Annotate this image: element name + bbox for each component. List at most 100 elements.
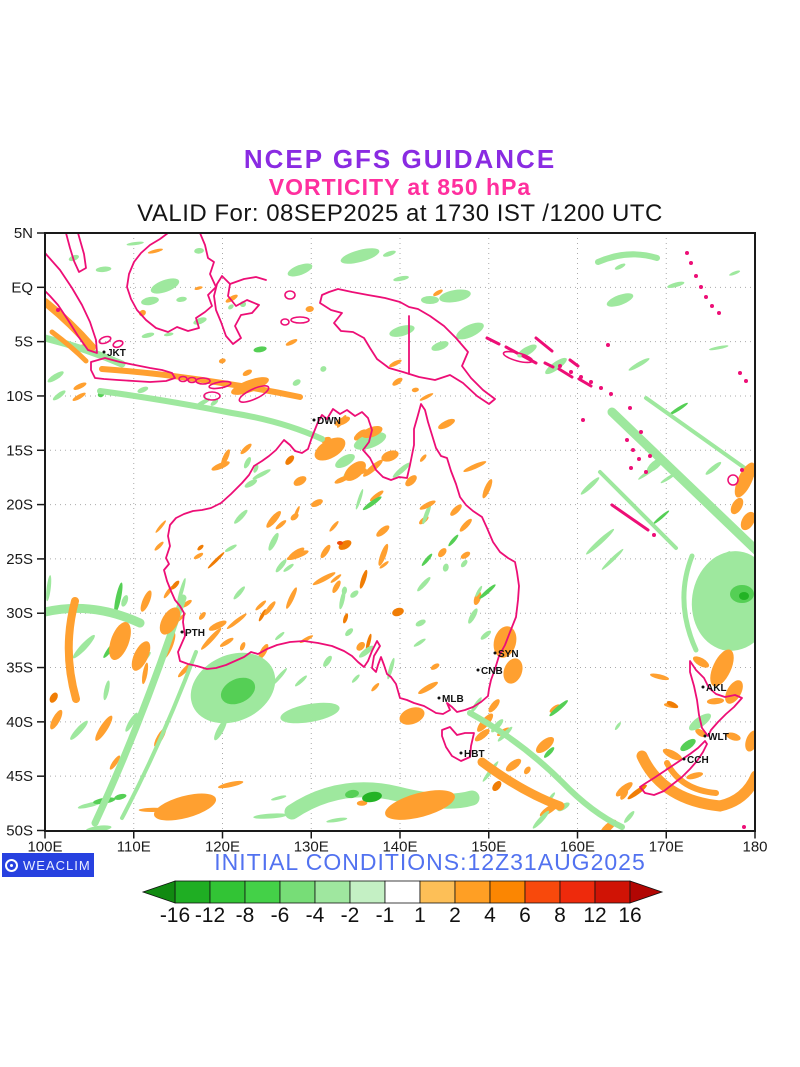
vorticity-blob: [255, 600, 267, 611]
colorbar-label: 16: [618, 904, 641, 927]
island-dot: [558, 364, 562, 368]
city-label: PTH: [185, 628, 205, 639]
colorbar-label: 8: [554, 904, 566, 927]
vorticity-blob: [691, 551, 755, 651]
lat-label: 25S: [6, 551, 33, 568]
vorticity-blob: [126, 241, 144, 246]
colorbar-label: -8: [236, 904, 255, 927]
colorbar-cell: [244, 880, 281, 904]
vorticity-streak: [49, 329, 89, 364]
vorticity-blob: [334, 416, 351, 426]
vorticity-blob: [387, 657, 395, 680]
vorticity-blob: [137, 386, 149, 393]
city-label: CCH: [687, 755, 709, 766]
vorticity-blob: [194, 247, 204, 254]
island-outline: [208, 380, 232, 390]
island-dot: [648, 454, 652, 458]
vorticity-blob: [339, 590, 346, 610]
vorticity-blob: [182, 599, 192, 608]
coastline-sulawesi: [213, 275, 260, 345]
colorbar-cell: [594, 880, 631, 904]
lat-label: 45S: [6, 768, 33, 785]
vorticity-blob: [125, 712, 138, 732]
island-dot: [717, 311, 721, 315]
vorticity-blob: [662, 748, 682, 761]
colorbar-cell: [454, 880, 491, 904]
vorticity-blob: [378, 543, 389, 566]
vorticity-blob: [624, 810, 635, 823]
vorticity-streak: [595, 251, 660, 265]
vorticity-blob: [159, 607, 181, 635]
lon-label: 160E: [560, 839, 595, 856]
vorticity-blob: [287, 263, 313, 277]
vorticity-blob: [653, 510, 670, 525]
vorticity-blob: [46, 575, 52, 602]
vorticity-blob: [344, 461, 366, 481]
vorticity-blob: [459, 518, 472, 532]
vorticity-blob: [131, 641, 151, 671]
vorticity-blob: [141, 332, 155, 339]
vorticity-blob: [47, 371, 64, 383]
vorticity-blob: [740, 511, 755, 531]
vorticity-blob: [480, 630, 492, 640]
vorticity-blob: [350, 590, 359, 598]
vorticity-blob: [293, 476, 307, 486]
vorticity-blob: [615, 782, 633, 797]
vorticity-blob: [292, 379, 301, 386]
weaclim-logo: WEACLIM: [2, 853, 94, 877]
vorticity-blob: [709, 345, 729, 351]
vorticity-blob: [535, 736, 555, 754]
lon-label: 140E: [382, 839, 417, 856]
grid-lines: [45, 233, 755, 831]
vorticity-blob: [114, 793, 127, 800]
coastline-borneo: [126, 233, 217, 333]
vorticity-blob: [275, 520, 287, 530]
vorticity-blob: [280, 702, 340, 724]
vorticity-streak: [681, 553, 699, 653]
island-dot: [652, 533, 656, 537]
vorticity-blob: [545, 357, 567, 375]
vorticity-blob: [211, 461, 230, 471]
island-dot: [581, 418, 585, 422]
city-marker: [102, 350, 106, 354]
colorbar-label: 6: [519, 904, 531, 927]
island-outline: [238, 385, 270, 403]
vorticity-blob: [154, 541, 164, 551]
island-dot: [694, 274, 698, 278]
vorticity-streak: [120, 650, 198, 820]
colorbar-right-arrow: [629, 880, 664, 904]
lon-label: 170E: [649, 839, 684, 856]
vorticity-blob: [418, 681, 438, 695]
vorticity-blob: [549, 700, 568, 717]
island-dot: [744, 379, 748, 383]
vorticity-blob: [492, 780, 502, 791]
island-strip: [521, 354, 538, 365]
vorticity-blob: [210, 399, 219, 406]
vorticity-blob: [207, 552, 225, 569]
vorticity-blob: [442, 563, 449, 572]
vorticity-blob: [252, 469, 271, 480]
vorticity-blob: [193, 552, 204, 560]
colorbar-cell: [209, 880, 246, 904]
vorticity-blob: [437, 548, 447, 558]
vorticity-blob: [411, 387, 419, 393]
vorticity-blob: [729, 270, 741, 276]
island-dot: [625, 438, 629, 442]
vorticity-blob: [194, 286, 203, 291]
colorbar-cell: [489, 880, 526, 904]
vorticity-blob: [140, 590, 152, 612]
vorticity-blob: [52, 390, 66, 401]
vorticity-blob: [439, 289, 471, 303]
vorticity-blob: [193, 317, 207, 325]
vorticity-streak: [45, 603, 145, 628]
vorticity-blob: [275, 559, 287, 573]
vorticity-blob: [419, 393, 434, 401]
city-marker: [437, 696, 441, 700]
vorticity-blob: [430, 663, 440, 670]
vorticity-blob: [362, 791, 382, 803]
city-label: DWN: [317, 416, 341, 427]
island-dot: [644, 470, 648, 474]
vorticity-blob: [150, 278, 180, 294]
